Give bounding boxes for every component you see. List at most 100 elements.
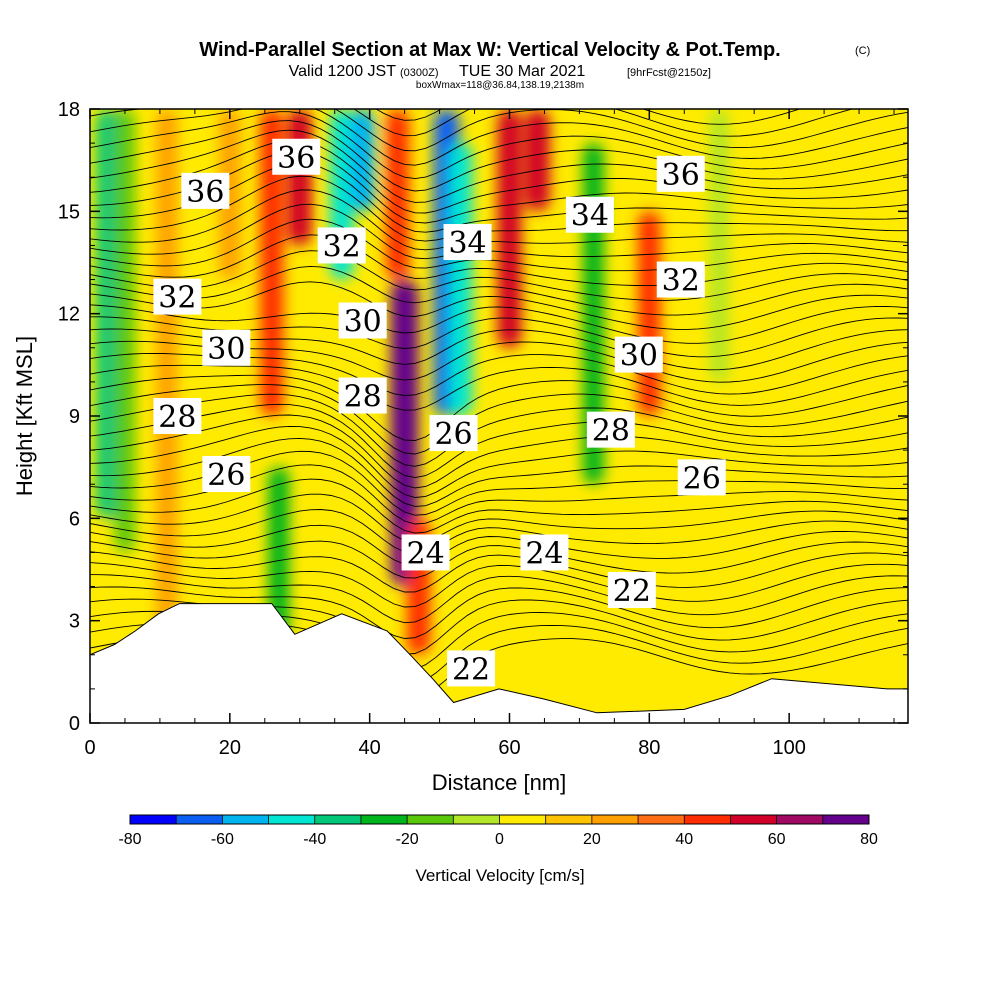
plot-area: 36 36 32 32 30 30 28 28 26 26 34 34 36 32 30 28 26 24 24 22…: [90, 109, 908, 723]
y-tick-label: 18: [58, 99, 80, 121]
contour-label: 28: [153, 398, 202, 435]
contour-label-text: 24: [406, 536, 444, 571]
contour-label: 36: [181, 172, 230, 210]
contour-label-box: [272, 138, 321, 175]
contour-label-text: 22: [613, 574, 651, 609]
colorbar-segment: [638, 815, 685, 824]
isentrope-line: [90, 265, 908, 316]
contour-label-text: 26: [683, 461, 721, 496]
colorbar-tick-label: -40: [303, 831, 326, 848]
contour-label: 32: [317, 227, 366, 264]
colorbar-tick-label: 60: [768, 831, 786, 848]
colorbar-segment: [822, 815, 870, 824]
isentrope-line: [90, 414, 908, 489]
contour-label-box: [429, 415, 478, 452]
x-tick-label: 0: [84, 737, 95, 759]
x-tick-label: 60: [498, 737, 520, 759]
x-tick-label: 100: [772, 737, 805, 759]
isentrope-line: [90, 129, 908, 203]
contour-label: 28: [338, 377, 387, 415]
x-axis-label: Distance [nm]: [432, 770, 567, 795]
contour-label: 36: [272, 138, 321, 176]
y-tick-label: 15: [58, 201, 80, 223]
isentrope-line: [375, 109, 802, 125]
colorbar-segment: [222, 815, 270, 824]
contour-label: 30: [614, 336, 663, 374]
contour-label-text: 26: [207, 458, 245, 493]
contour-label-text: 24: [525, 536, 563, 571]
contour-label: 34: [443, 224, 492, 261]
colorbar-label: Vertical Velocity [cm/s]: [415, 866, 584, 885]
contour-label-box: [614, 336, 663, 373]
isentrope-line: [90, 234, 908, 287]
colorbar-segment: [314, 815, 362, 824]
colorbar-segment: [407, 815, 454, 824]
contour-label: 26: [677, 459, 726, 496]
colorbar-segment: [130, 815, 177, 824]
velocity-band: [350, 109, 376, 212]
contour-label-box: [202, 455, 251, 492]
x-axis: 0 20 40 60 80 100: [84, 109, 895, 759]
colorbar-segment: [453, 815, 500, 824]
contour-labels: 36 36 32 32 30 30 28 28 26 26 34 34 36 32 30 28 26 24 24 22…: [153, 138, 726, 687]
y-tick-label: 12: [58, 304, 80, 326]
contour-label: 32: [656, 261, 705, 299]
copyright-mark: (C): [855, 45, 870, 57]
contour-label: 28: [586, 411, 635, 449]
contour-label: 30: [338, 302, 387, 339]
valid-date: TUE 30 Mar 2021: [459, 63, 585, 80]
valid-time-line: Valid 1200 JST (0300Z) TUE 30 Mar 2021 […: [289, 63, 711, 80]
contour-label-text: 32: [323, 229, 361, 264]
box-info: boxWmax=118@36.84,138.19,2138m: [416, 80, 584, 91]
velocity-band: [96, 109, 119, 519]
contour-label-box: [338, 302, 387, 339]
contour-label-box: [153, 398, 202, 434]
contour-label-text: 30: [620, 339, 658, 374]
valid-zulu: (0300Z): [400, 67, 439, 79]
isentrope-line: [90, 540, 908, 579]
velocity-band: [497, 109, 522, 348]
contour-label-box: [656, 155, 705, 192]
contour-label-box: [202, 329, 251, 366]
isentrope-line: [90, 218, 908, 272]
velocity-band: [390, 279, 419, 587]
colorbar: -80 -60 -40 -20 0 20 40 60 80: [118, 814, 878, 848]
contour-label: 32: [153, 278, 202, 316]
isentrope-line: [90, 574, 908, 624]
isentrope-line: [90, 509, 908, 555]
contour-label-box: [656, 261, 705, 298]
colorbar-tick-label: 0: [495, 831, 504, 848]
x-tick-label: 40: [359, 737, 381, 759]
isentrope-line: [90, 304, 908, 344]
colorbar-segment: [730, 815, 778, 824]
colorbar-segment: [684, 815, 731, 824]
isentrope-line: [90, 250, 908, 301]
contour-label-text: 32: [158, 281, 196, 316]
contour-label-box: [181, 172, 230, 209]
contour-label: 34: [565, 196, 614, 234]
contour-label-box: [520, 534, 569, 571]
isentrope-line: [90, 425, 908, 498]
contour-label-box: [565, 196, 614, 233]
isentrope-line: [353, 109, 854, 137]
valid-prefix: Valid 1200 JST: [289, 63, 397, 80]
contour-label-box: [153, 278, 202, 315]
colorbar-tick-label: 40: [675, 831, 693, 848]
contour-label-box: [447, 650, 496, 687]
contour-label: 24: [401, 534, 450, 571]
contour-label-text: 36: [662, 158, 700, 193]
contour-label: 26: [429, 415, 478, 452]
isentrope-line: [90, 437, 908, 507]
contour-label-text: 28: [344, 380, 382, 415]
colorbar-segment: [268, 815, 316, 824]
isentrope-line: [90, 551, 908, 593]
colorbar-tick-label: 20: [583, 831, 601, 848]
contour-label-text: 36: [186, 175, 224, 210]
colorbar-tick-label: -20: [396, 831, 419, 848]
forecast-info: [9hrFcst@2150z]: [627, 67, 711, 79]
isentrope-line: [90, 140, 908, 214]
contour-label-text: 28: [592, 414, 630, 449]
velocity-band: [268, 467, 290, 638]
contour-label-box: [586, 411, 635, 448]
